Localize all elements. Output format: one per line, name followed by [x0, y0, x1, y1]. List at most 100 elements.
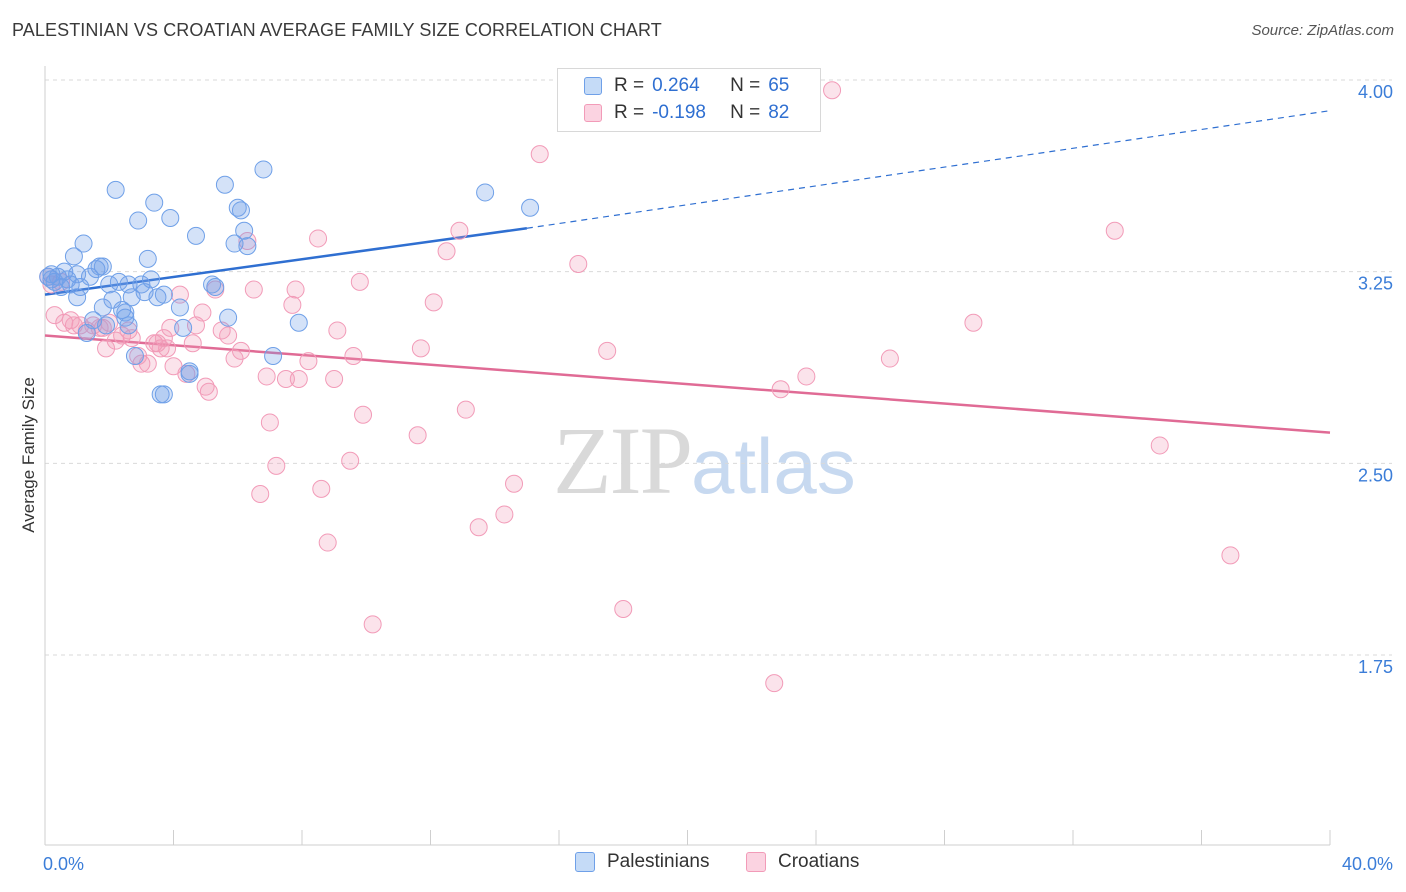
palestinian-point [238, 237, 257, 256]
legend-n-value: 82 [768, 102, 790, 123]
stats-legend: R = 0.264 N = 65 R = -0.198 N = 82 [557, 68, 821, 132]
gridlines [45, 79, 1392, 656]
croatian-point [424, 293, 443, 312]
croatian-point [260, 413, 279, 432]
croatian-point [456, 400, 475, 419]
palestinian-point [231, 201, 250, 220]
croatian-point [614, 600, 633, 618]
croatian-point [408, 426, 427, 445]
source-label: Source: ZipAtlas.com [1251, 22, 1394, 39]
croatian-point [170, 285, 189, 304]
palestinian-point [180, 364, 199, 383]
croatian-point [350, 272, 369, 291]
palestinian-point [93, 257, 112, 276]
axis-labels: 1.75 2.50 3.25 4.00 0.0% 40.0% Average Family … [19, 82, 1393, 874]
trend-line-croatians [44, 334, 1331, 434]
palestinian-point [142, 270, 161, 289]
croatian-point [283, 295, 302, 314]
y-tick-label: 1.75 [1358, 657, 1393, 677]
croatian-point [450, 221, 469, 240]
croatian-point [286, 280, 305, 299]
croatian-point [309, 229, 328, 248]
croatian-point [437, 242, 456, 261]
croatian-point [100, 313, 119, 332]
croatian-point [505, 474, 524, 493]
palestinian-point [68, 288, 87, 307]
croatian-point [244, 280, 263, 299]
legend-n-label: N = [730, 75, 761, 96]
croatian-point [469, 518, 488, 537]
croatian-point [183, 334, 202, 353]
palestinian-point [154, 385, 173, 404]
y-tick-label: 4.00 [1358, 82, 1393, 102]
legend-label-palestinians: Palestinians [607, 851, 710, 872]
croatian-point [344, 347, 363, 365]
croatian-point [132, 354, 151, 373]
palestinian-point [186, 226, 205, 245]
legend-swatch-blue [575, 852, 595, 872]
croatian-point [1221, 546, 1240, 565]
croatian-point [797, 367, 816, 386]
y-tick-label: 2.50 [1358, 465, 1393, 485]
croatian-point [193, 303, 212, 322]
legend-r-label: R = [614, 102, 645, 123]
palestinian-point [235, 221, 254, 240]
watermark-atlas: atlas [691, 422, 856, 510]
palestinian-point [97, 316, 116, 335]
legend-row-palestinians: R = 0.264 N = 65 [584, 73, 789, 99]
legend-item-palestinians: Palestinians [575, 851, 709, 873]
legend-n-value: 65 [768, 75, 790, 96]
x-tick-label: 0.0% [43, 854, 84, 874]
croatian-point [45, 306, 64, 325]
series-legend: Palestinians Croatians [0, 851, 1406, 877]
data-points [39, 81, 1240, 693]
croatian-point [354, 405, 373, 424]
palestinian-point [170, 298, 189, 317]
palestinian-point [138, 249, 157, 268]
trend-lines [44, 110, 1331, 434]
palestinian-point [203, 275, 222, 294]
croatian-point [299, 352, 318, 371]
palestinian-point [129, 211, 148, 230]
palestinian-point [161, 209, 180, 227]
croatian-point [325, 370, 344, 388]
palestinian-point [119, 316, 138, 335]
croatian-point [219, 326, 238, 345]
trend-line-palestinians [44, 226, 528, 296]
croatian-point [328, 321, 347, 340]
croatian-point [312, 479, 331, 498]
croatian-point [225, 349, 244, 368]
palestinian-point [64, 247, 83, 266]
croatian-point [161, 318, 180, 337]
croatian-point [257, 367, 276, 386]
palestinian-point [206, 278, 225, 296]
y-axis-title: Average Family Size [19, 377, 38, 533]
legend-n-label: N = [730, 102, 761, 123]
palestinian-point [74, 234, 93, 253]
croatian-point [598, 341, 617, 360]
croatian-point [154, 329, 173, 348]
palestinian-point [93, 298, 112, 317]
legend-row-croatians: R = -0.198 N = 82 [584, 100, 789, 126]
croatian-point [363, 615, 382, 634]
palestinian-point [145, 193, 164, 212]
palestinian-point [125, 347, 144, 365]
croatian-point [196, 377, 215, 396]
palestinian-point [521, 198, 540, 217]
croatian-point [251, 485, 270, 503]
croatian-point [318, 533, 337, 552]
legend-swatch-pink [584, 104, 602, 122]
croatian-point [289, 370, 308, 388]
palestinian-point [219, 308, 238, 327]
croatian-point [276, 370, 295, 388]
palestinian-point [476, 183, 495, 202]
croatian-point [61, 311, 80, 330]
x-tick-label: 40.0% [1342, 854, 1393, 874]
watermark-zip: ZIP [553, 407, 693, 514]
legend-r-value: 0.264 [652, 75, 700, 96]
axes [44, 66, 1331, 846]
palestinian-point [154, 285, 173, 304]
croatian-point [964, 313, 983, 332]
croatian-point [97, 339, 116, 358]
croatian-point [569, 255, 588, 273]
